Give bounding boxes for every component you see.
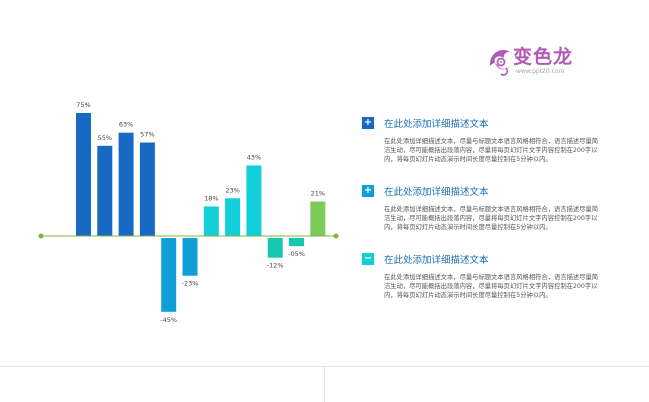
plus-icon[interactable]: + (362, 185, 374, 197)
data-label-4: 57% (140, 131, 154, 139)
bar-8 (225, 198, 241, 236)
plus-icon[interactable]: + (362, 117, 374, 129)
data-label-2: 55% (98, 134, 112, 142)
item-body: 在此处添加详细描述文本，尽量与标题文本语言风格相符合，语言描述尽量简洁生动，尽可… (384, 206, 599, 232)
bar-3 (118, 132, 134, 236)
bar-11 (289, 238, 304, 247)
bar-10 (267, 238, 283, 258)
data-label-3: 63% (119, 121, 133, 129)
item-body: 在此处添加详细描述文本，尽量与标题文本语言风格相符合，语言描述尽量简洁生动，尽可… (384, 274, 599, 300)
data-label-8: 23% (225, 186, 239, 194)
brand-logo: 变色龙 www.ppt20.com (486, 40, 606, 84)
data-label-1: 75% (76, 101, 90, 109)
bar-7 (203, 206, 219, 236)
chameleon-logo-icon (489, 49, 511, 76)
baseline-start-dot (38, 233, 44, 239)
logo-url: www.ppt20.com (516, 68, 565, 75)
logo-text: 变色龙 (513, 46, 574, 68)
data-label-5: -45% (160, 316, 177, 324)
divider-vertical (324, 366, 325, 402)
data-label-6: -23% (182, 280, 199, 288)
bar-2 (97, 145, 113, 236)
data-label-9: 43% (247, 153, 261, 161)
bar-9 (246, 165, 262, 236)
item-title: 在此处添加详细描述文本 (384, 255, 489, 266)
item-title: 在此处添加详细描述文本 (384, 187, 489, 198)
baseline-end-dot (333, 233, 339, 239)
bar-4 (139, 142, 155, 236)
bar-6 (182, 238, 198, 276)
minus-icon[interactable]: − (362, 253, 374, 265)
bar-chart: 75% 55% 63% 57% -45% -23% 18% 23% 43% -12% -05% 21% (38, 101, 339, 324)
item-title: 在此处添加详细描述文本 (384, 119, 489, 130)
item-body: 在此处添加详细描述文本，尽量与标题文本语言风格相符合，语言描述尽量简洁生动，尽可… (384, 138, 599, 164)
data-label-11: -05% (288, 250, 305, 258)
data-label-7: 18% (204, 194, 218, 202)
data-label-10: -12% (267, 262, 284, 270)
bar-5 (161, 238, 177, 312)
bar-1 (76, 113, 91, 236)
data-label-12: 21% (311, 190, 325, 198)
bar-12 (310, 201, 326, 236)
